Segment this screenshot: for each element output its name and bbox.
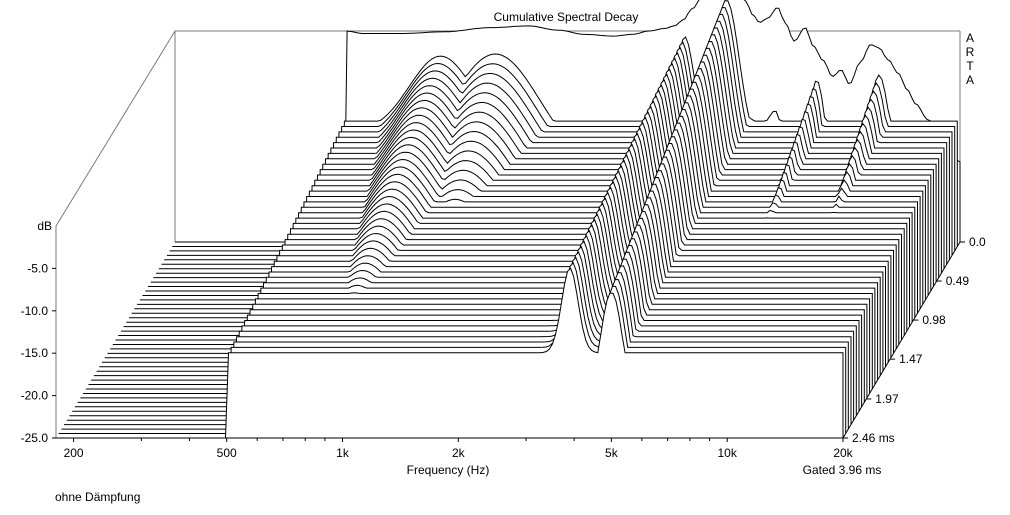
x-tick-label: 500 bbox=[217, 446, 237, 460]
decay-slice bbox=[58, 262, 847, 434]
time-tick-label: 1.97 bbox=[875, 392, 899, 406]
x-axis-label: Frequency (Hz) bbox=[407, 463, 490, 477]
gating-label: Gated 3.96 ms bbox=[803, 463, 882, 477]
arta-logo-letter: T bbox=[966, 59, 974, 73]
x-tick-label: 2k bbox=[452, 446, 466, 460]
x-tick-label: 200 bbox=[64, 446, 84, 460]
decay-slice bbox=[69, 240, 857, 417]
decay-slice bbox=[72, 235, 860, 412]
side-wall-top-edge bbox=[55, 30, 176, 227]
decay-slice bbox=[85, 208, 873, 390]
x-tick-label: 5k bbox=[605, 446, 619, 460]
decay-slice bbox=[80, 219, 868, 399]
time-tick-label: 0.98 bbox=[922, 313, 946, 327]
decay-slice bbox=[66, 245, 855, 421]
chart-title: Cumulative Spectral Decay bbox=[494, 10, 639, 24]
time-axis-line bbox=[842, 241, 961, 439]
time-tick-label: 2.46 ms bbox=[852, 431, 895, 445]
z-axis-label: dB bbox=[37, 219, 52, 233]
x-tick-label: 1k bbox=[336, 446, 350, 460]
x-tick-label: 10k bbox=[718, 446, 738, 460]
measurement-note: ohne Dämpfung bbox=[55, 490, 140, 504]
x-tick-label: 20k bbox=[833, 446, 853, 460]
time-tick-label: 0.0 bbox=[969, 235, 986, 249]
decay-slice bbox=[175, 0, 961, 243]
chart-frame bbox=[55, 30, 961, 438]
decay-slice bbox=[83, 213, 871, 394]
z-tick-label: -25.0 bbox=[21, 431, 49, 445]
time-tick-label: 1.47 bbox=[899, 352, 923, 366]
decay-slices bbox=[56, 0, 961, 441]
decay-slice bbox=[56, 267, 844, 439]
z-tick-label: -15.0 bbox=[21, 346, 49, 360]
arta-logo-letter: A bbox=[966, 73, 974, 87]
decay-slice bbox=[61, 256, 849, 430]
arta-logo-letter: R bbox=[966, 45, 975, 59]
z-tick-label: -5.0 bbox=[27, 261, 48, 275]
decay-slice bbox=[64, 251, 852, 426]
decay-slice bbox=[77, 224, 865, 403]
decay-slice-fill bbox=[56, 268, 843, 441]
arta-logo-letter: A bbox=[966, 31, 974, 45]
axes: -5.0 -10.0 -15.0 -20.0 -25.0 200 500 1k 2k 5k 10k 2… bbox=[21, 235, 986, 460]
decay-slice bbox=[74, 229, 863, 408]
time-tick-label: 0.49 bbox=[946, 274, 970, 288]
z-tick-label: -20.0 bbox=[21, 389, 49, 403]
z-tick-label: -10.0 bbox=[21, 304, 49, 318]
